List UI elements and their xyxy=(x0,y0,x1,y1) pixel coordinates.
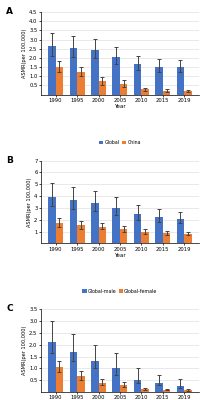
Y-axis label: ASMR(per 100,000): ASMR(per 100,000) xyxy=(27,177,32,227)
Bar xyxy=(55,67,63,95)
Bar xyxy=(112,368,119,392)
Bar xyxy=(91,202,98,243)
Bar xyxy=(176,218,183,243)
Text: C: C xyxy=(6,304,13,314)
Legend: Global, China: Global, China xyxy=(99,140,140,145)
Bar xyxy=(183,234,191,243)
Bar xyxy=(176,68,183,95)
Bar xyxy=(112,57,119,95)
Bar xyxy=(133,380,141,392)
Bar xyxy=(91,361,98,392)
Bar xyxy=(141,389,148,392)
Bar xyxy=(77,72,84,95)
Legend: Global-male, Global-female: Global-male, Global-female xyxy=(82,289,157,294)
Bar xyxy=(162,90,170,95)
Bar xyxy=(55,367,63,392)
Bar xyxy=(48,342,55,392)
Bar xyxy=(119,229,127,243)
X-axis label: Year: Year xyxy=(114,104,125,110)
X-axis label: Year: Year xyxy=(114,253,125,258)
Bar xyxy=(98,226,105,243)
Y-axis label: ASMR(per 100,000): ASMR(per 100,000) xyxy=(22,326,27,375)
Bar xyxy=(98,81,105,95)
Bar xyxy=(98,382,105,392)
Bar xyxy=(48,46,55,95)
Bar xyxy=(55,223,63,243)
Bar xyxy=(69,200,77,243)
Bar xyxy=(77,225,84,243)
Text: A: A xyxy=(6,7,13,16)
Bar xyxy=(91,50,98,95)
Bar xyxy=(176,386,183,392)
Bar xyxy=(154,383,162,392)
Bar xyxy=(119,385,127,392)
Text: B: B xyxy=(6,156,13,165)
Bar xyxy=(133,214,141,243)
Bar xyxy=(112,208,119,243)
Bar xyxy=(162,233,170,243)
Bar xyxy=(154,67,162,95)
Bar xyxy=(77,376,84,392)
Bar xyxy=(141,232,148,243)
Bar xyxy=(183,390,191,392)
Bar xyxy=(69,48,77,95)
Bar xyxy=(69,352,77,392)
Y-axis label: ASMR(per 100,000): ASMR(per 100,000) xyxy=(22,29,27,78)
Bar xyxy=(154,217,162,243)
Bar xyxy=(162,390,170,392)
Bar xyxy=(183,91,191,95)
Bar xyxy=(133,64,141,95)
Bar xyxy=(141,90,148,95)
Bar xyxy=(119,84,127,95)
Bar xyxy=(48,197,55,243)
